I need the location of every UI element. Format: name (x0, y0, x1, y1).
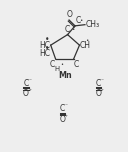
Text: •: • (45, 35, 50, 44)
Text: ⁻: ⁻ (28, 79, 31, 84)
Text: Mn: Mn (59, 71, 72, 80)
Text: HC: HC (40, 41, 51, 50)
Text: O: O (23, 89, 29, 98)
Text: •: • (60, 62, 63, 67)
Text: C: C (96, 79, 101, 88)
Text: ⁺: ⁺ (65, 115, 68, 120)
Text: O: O (60, 115, 66, 124)
Text: •: • (71, 27, 74, 32)
Text: C: C (60, 104, 65, 113)
Text: HC: HC (40, 49, 51, 58)
Text: ⁻: ⁻ (101, 79, 104, 84)
Text: C: C (50, 60, 55, 69)
Text: C: C (76, 16, 81, 25)
Text: O: O (66, 10, 72, 19)
Text: C: C (65, 25, 70, 34)
Text: •: • (45, 44, 50, 53)
Text: CH: CH (79, 41, 90, 50)
Text: ⁺: ⁺ (28, 90, 31, 95)
Text: CH₃: CH₃ (86, 20, 100, 29)
Text: ⁻: ⁻ (65, 105, 68, 110)
Text: C: C (23, 79, 29, 88)
Text: C: C (74, 60, 79, 69)
Text: H: H (54, 66, 59, 72)
Text: •: • (85, 38, 88, 43)
Text: •: • (79, 18, 83, 23)
Text: ⁺: ⁺ (101, 90, 104, 95)
Text: O: O (95, 89, 101, 98)
